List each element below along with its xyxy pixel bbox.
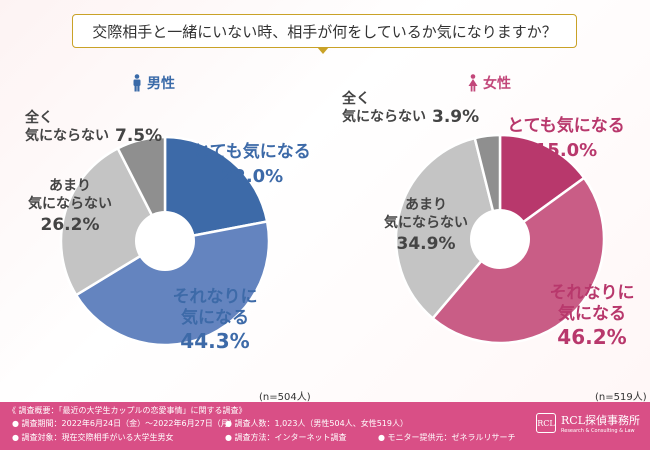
company-logo: RCL RCL探偵事務所 Research & Consulting & Law (536, 412, 640, 434)
slice-label: 気にならない (384, 214, 468, 231)
male-label: 男性 (147, 76, 175, 92)
chart-title: 交際相手と一緒にいない時、相手が何をしているか気になりますか？ (92, 22, 557, 41)
title-pointer (317, 47, 329, 54)
slice-label: 気になる (557, 303, 626, 324)
slice-label: とても気になる (193, 141, 311, 162)
male-pie-chart: とても気になる22.0%それなりに気になる44.3%あまり気にならない26.2%… (24, 109, 311, 353)
data-label: 15.0% (535, 140, 597, 161)
male-icon (133, 74, 141, 92)
slice-label: あまり (49, 178, 91, 194)
slice-label: 気にならない (342, 108, 426, 125)
slice-label: あまり (405, 197, 447, 213)
data-label: 22.0% (221, 166, 283, 187)
pie-slice (163, 135, 269, 243)
female-pie-chart: とても気になる15.0%それなりに気になる46.2%あまり気にならない34.9%… (341, 90, 635, 349)
survey-provider: ● モニター提供元：ゼネラルリサーチ (378, 433, 516, 442)
survey-period: ● 調査期間：2022年6月24日（金）～2022年6月27日（月） (12, 419, 237, 428)
slice-label: 気にならない (28, 195, 112, 212)
male-sample-size: (n=504人) (259, 392, 311, 403)
survey-footer: 《 調査概要：「最近の大学生カップルの恋愛事情」に関する調査》 ● 調査期間：2… (0, 402, 650, 450)
pie-center-hole (470, 209, 530, 269)
slice-label: 気にならない (25, 127, 109, 144)
pie-center-hole (135, 211, 195, 271)
logo-name: RCL探偵事務所 (561, 414, 641, 427)
title-box: 交際相手と一緒にいない時、相手が何をしているか気になりますか？ (72, 14, 577, 48)
data-label: 3.9% (432, 107, 479, 127)
pie-slice (394, 136, 502, 321)
data-label: 44.3% (180, 329, 249, 353)
female-sample-size: (n=519人) (595, 392, 647, 403)
pie-slice (498, 133, 586, 242)
slice-label: 全く (341, 90, 370, 107)
slice-label: 気になる (180, 307, 249, 328)
slice-label: それなりに (173, 287, 258, 307)
male-heading: 男性 (132, 73, 175, 93)
logo-subtitle: Research & Consulting & Law (561, 428, 635, 434)
survey-heading: 《 調査概要：「最近の大学生カップルの恋愛事情」に関する調査》 (8, 406, 247, 415)
data-label: 7.5% (115, 126, 162, 146)
female-heading: 女性 (468, 73, 511, 93)
slice-label: とても気になる (507, 115, 625, 136)
survey-target: ● 調査対象：現在交際相手がいる大学生男女 (12, 433, 174, 442)
pie-charts: とても気になる22.0%それなりに気になる44.3%あまり気にならない26.2%… (24, 90, 635, 353)
pie-slice (74, 220, 271, 347)
female-label: 女性 (483, 76, 511, 92)
data-label: 46.2% (557, 325, 626, 349)
survey-method: ● 調査方法：インターネット調査 (225, 433, 347, 442)
data-label: 34.9% (397, 234, 456, 254)
slice-label: 全く (24, 109, 53, 126)
logo-mark: RCL (536, 413, 556, 433)
survey-count: ● 調査人数：1,023人（男性504人、女性519人） (225, 419, 408, 428)
data-label: 26.2% (41, 215, 100, 235)
slice-label: それなりに (550, 283, 635, 303)
pie-slice (59, 146, 167, 297)
female-icon (468, 74, 478, 92)
